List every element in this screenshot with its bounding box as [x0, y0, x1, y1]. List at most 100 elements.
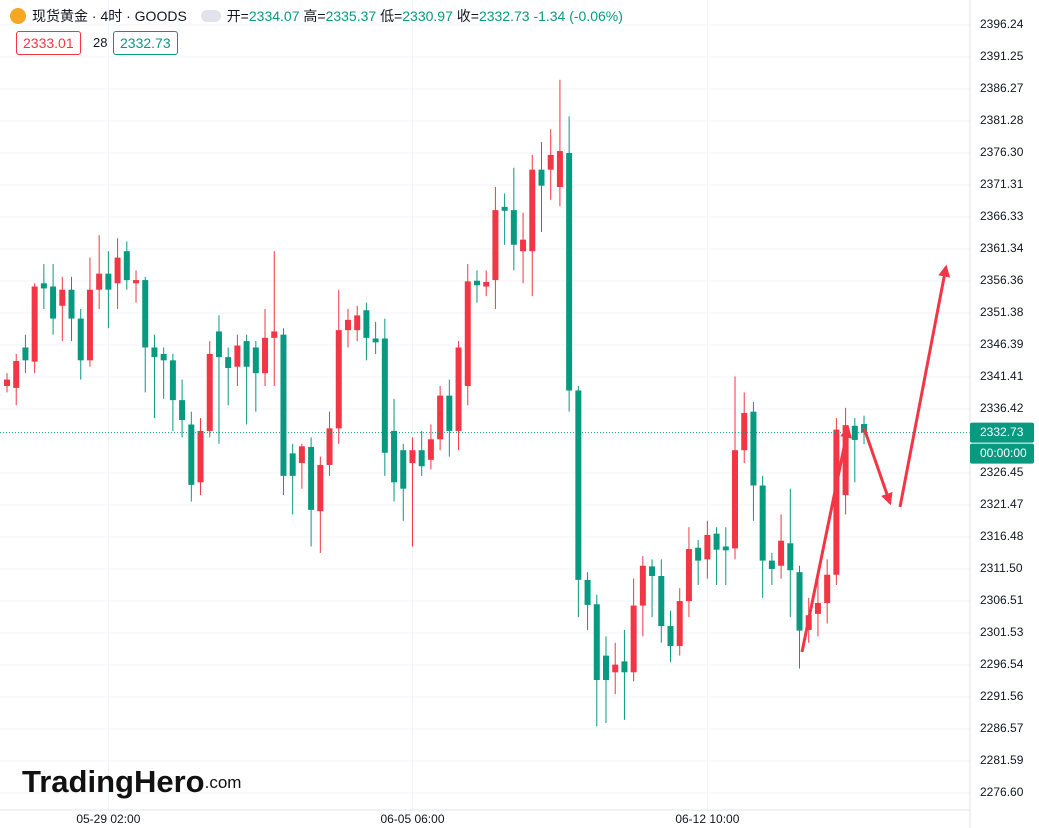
candle-body — [363, 310, 370, 338]
candle-body — [464, 281, 471, 386]
symbol-icon — [10, 8, 26, 24]
candle-body — [68, 289, 75, 319]
y-tick-label: 2351.38 — [980, 305, 1024, 319]
symbol-title: 现货黄金 · 4时 · GOODS — [32, 8, 187, 24]
candle-body — [391, 430, 398, 483]
candle-body — [4, 379, 10, 386]
candle-body — [142, 280, 149, 348]
candle-body — [584, 579, 591, 605]
y-tick-label: 2371.31 — [980, 177, 1024, 191]
y-tick-label: 2316.48 — [980, 529, 1024, 543]
candle-body — [13, 360, 20, 388]
candle-body — [114, 257, 121, 284]
buy-price[interactable]: 2332.73 — [113, 31, 178, 55]
candle-body — [446, 395, 453, 431]
arrow — [898, 264, 951, 508]
candle-body — [243, 341, 250, 367]
candle-body — [77, 318, 84, 361]
candle-body — [732, 450, 739, 549]
y-tick-label: 2396.24 — [980, 17, 1024, 31]
candle-body — [280, 334, 287, 476]
candle-body — [86, 289, 93, 361]
candle-body — [658, 576, 665, 627]
candle-body — [262, 337, 269, 374]
ohlc-value: 2334.07 — [248, 8, 300, 24]
ohlc-label: 低= — [380, 8, 403, 24]
y-tick-label: 2361.34 — [980, 241, 1024, 255]
x-tick-label: 05-29 02:00 — [76, 812, 140, 826]
y-tick-label: 2366.33 — [980, 209, 1024, 223]
countdown-tag — [970, 443, 1034, 464]
candle-body — [188, 424, 195, 485]
watermark-suffix: .com — [205, 773, 242, 792]
ohlc-label: 收= — [456, 8, 479, 24]
candle-body — [722, 546, 729, 551]
candle-body — [215, 331, 222, 358]
candle-body — [547, 154, 554, 170]
candle-body — [676, 601, 683, 646]
candle-body — [649, 566, 656, 577]
candle-body — [759, 485, 766, 561]
ohlc-value: 2335.37 — [325, 8, 377, 24]
candle-body — [603, 655, 609, 681]
candle-body — [667, 626, 674, 646]
y-tick-label: 2296.54 — [980, 657, 1024, 671]
candle-body — [271, 331, 278, 338]
candle-body — [492, 210, 499, 281]
candle-body — [593, 604, 600, 681]
candles — [0, 79, 970, 727]
candle-body — [768, 560, 775, 569]
sell-price[interactable]: 2333.01 — [16, 31, 81, 55]
collapse-button[interactable] — [200, 10, 221, 22]
candle-body — [575, 390, 582, 580]
change: -1.34 (-0.06%) — [533, 8, 623, 24]
candle-body — [796, 572, 803, 631]
candle-body — [400, 450, 407, 489]
candle-body — [704, 534, 711, 560]
candle-body — [630, 605, 637, 673]
countdown-label: 00:00:00 — [980, 446, 1027, 460]
y-tick-label: 2346.39 — [980, 337, 1024, 351]
candle-body — [252, 347, 259, 374]
candle-body — [437, 395, 444, 440]
candle-body — [59, 289, 66, 306]
candle-body — [298, 446, 305, 464]
candle-body — [621, 661, 628, 673]
y-tick-label: 2341.41 — [980, 369, 1024, 383]
candle-body — [566, 152, 573, 391]
candle-body — [289, 453, 296, 476]
candle-body — [787, 543, 794, 571]
arrow — [862, 427, 893, 506]
y-tick-label: 2286.57 — [980, 721, 1024, 735]
ohlc-value: 2332.73 — [478, 8, 530, 24]
candle-body — [778, 540, 785, 566]
candle-body — [409, 450, 416, 464]
candle-body — [556, 151, 563, 187]
candle-body — [842, 425, 849, 496]
candle-body — [40, 283, 47, 289]
candle-body — [317, 464, 324, 512]
candle-body — [31, 286, 38, 362]
candle-body — [354, 315, 361, 331]
candle-body — [612, 664, 619, 673]
ohlc-label: 开= — [226, 8, 249, 24]
y-tick-label: 2376.30 — [980, 145, 1024, 159]
candle-body — [427, 439, 434, 460]
candle-body — [741, 412, 748, 451]
y-tick-label: 2281.59 — [980, 753, 1024, 767]
candle-body — [179, 400, 186, 421]
candle-body — [308, 446, 315, 510]
candle-body — [197, 430, 204, 483]
candle-body — [814, 602, 821, 614]
candle-body — [133, 280, 140, 284]
spread: 28 — [93, 35, 108, 50]
candle-body — [750, 411, 757, 486]
candle-body — [639, 565, 646, 606]
y-tick-label: 2381.28 — [980, 113, 1024, 127]
candle-body — [538, 169, 545, 186]
price-tag — [970, 422, 1034, 443]
candle-body — [96, 273, 103, 290]
candle-body — [326, 428, 333, 465]
y-tick-label: 2356.36 — [980, 273, 1024, 287]
